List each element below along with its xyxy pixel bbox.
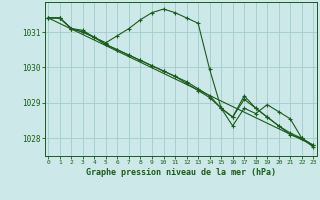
X-axis label: Graphe pression niveau de la mer (hPa): Graphe pression niveau de la mer (hPa) bbox=[86, 168, 276, 177]
